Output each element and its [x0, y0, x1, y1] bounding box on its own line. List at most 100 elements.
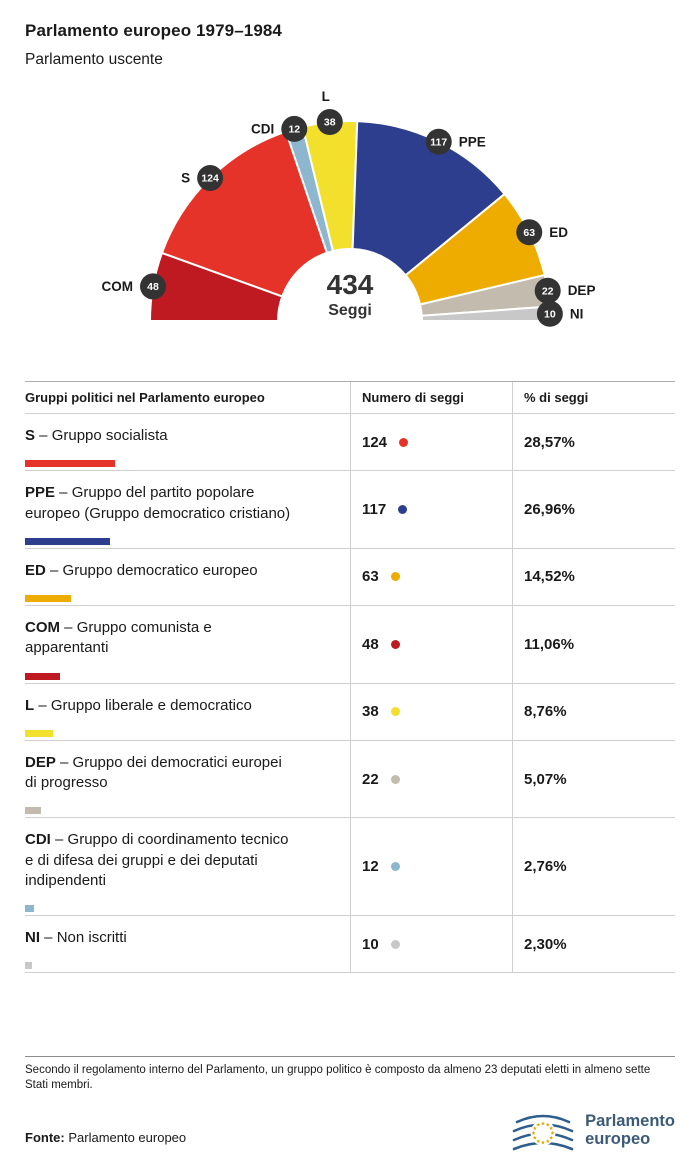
group-name-cell: PPE – Gruppo del partito popolare europe…	[25, 471, 350, 548]
group-color-bar	[25, 729, 53, 737]
seat-badge-value-L: 38	[324, 117, 336, 129]
group-seat-count: 63	[362, 568, 379, 586]
group-abbr: S	[25, 427, 36, 444]
group-separator: –	[50, 831, 68, 849]
page-title: Parlamento europeo 1979–1984	[25, 21, 282, 40]
group-description: Gruppo comunista e apparentanti	[25, 619, 212, 657]
eu-stars-icon	[531, 1121, 555, 1145]
segment-label-S: S	[181, 171, 190, 186]
ep-logo-icon	[512, 1115, 574, 1151]
group-percent-cell: 28,57%	[512, 414, 675, 471]
group-name-cell: NI – Non iscritti	[25, 916, 350, 972]
group-abbr: L	[25, 696, 35, 714]
group-percent-cell: 14,52%	[512, 548, 675, 605]
group-description: Gruppo democratico europeo	[62, 561, 258, 579]
seat-badge-value-ED: 63	[523, 227, 535, 239]
table-row: PPE – Gruppo del partito popolare europe…	[25, 471, 675, 549]
group-name-cell: CDI – Gruppo di coordinamento tecnico e …	[25, 818, 350, 915]
group-label: PPE – Gruppo del partito popolare europe…	[25, 483, 293, 524]
table-header-percent: % di seggi	[512, 382, 675, 413]
group-description: Gruppo di coordinamento tecnico e di dif…	[25, 831, 289, 889]
group-color-bar	[25, 595, 71, 602]
european-parliament-logo: Parlamento europeo	[511, 1107, 675, 1153]
group-seats-cell: 124	[350, 414, 512, 471]
group-seats-cell: 12	[350, 818, 512, 915]
group-description: Gruppo dei democratici europei di progre…	[25, 753, 282, 791]
group-percent-cell: 2,76%	[512, 818, 675, 915]
segment-label-COM: COM	[102, 279, 134, 294]
group-label: L – Gruppo liberale e democratico	[25, 696, 293, 716]
total-seats-value: 434	[327, 269, 374, 300]
hemicycle-svg: 48 COM 124 S 12 CDI 38 L 117 PPE 63 ED 22 DEP 10 NI 434 S…	[102, 89, 595, 327]
seat-badge-value-DEP: 22	[542, 285, 554, 297]
group-label: S – Gruppo socialista	[25, 426, 293, 446]
group-seat-count: 124	[362, 433, 388, 451]
table-header-seats: Numero di seggi	[350, 382, 512, 413]
group-separator: –	[60, 619, 77, 636]
group-percent: 14,52%	[524, 568, 575, 586]
group-separator: –	[55, 753, 73, 771]
group-percent-cell: 5,07%	[512, 740, 675, 818]
group-percent: 2,76%	[524, 858, 567, 876]
group-seat-count: 22	[362, 770, 379, 788]
footnote: Secondo il regolamento interno del Parla…	[25, 1056, 675, 1093]
group-seat-count: 48	[362, 635, 379, 653]
table-row: ED – Gruppo democratico europeo 63 14,52…	[25, 548, 675, 606]
seat-badge-COM	[140, 273, 167, 300]
group-separator: –	[55, 484, 72, 502]
group-percent-cell: 11,06%	[512, 606, 675, 683]
group-abbr: NI	[25, 929, 40, 946]
seat-badge-NI	[536, 300, 563, 327]
ep-logo-wordmark: Parlamento europeo	[585, 1112, 675, 1149]
table-row: L – Gruppo liberale e democratico 38 8,7…	[25, 683, 675, 741]
seat-badge-value-S: 124	[201, 173, 219, 185]
group-percent: 5,07%	[524, 770, 567, 788]
group-name-cell: L – Gruppo liberale e democratico	[25, 684, 350, 740]
group-percent: 2,30%	[524, 935, 567, 953]
group-separator: –	[34, 696, 51, 714]
group-color-bar	[25, 962, 32, 970]
segment-label-ED: ED	[549, 225, 568, 240]
seat-badge-CDI	[281, 115, 308, 142]
group-seat-count: 12	[362, 858, 379, 876]
group-separator: –	[45, 561, 63, 579]
segment-PPE	[351, 120, 506, 277]
group-name-cell: COM – Gruppo comunista e apparentanti	[25, 606, 350, 683]
groups-table: Gruppi politici nel Parlamento europeo N…	[25, 381, 675, 974]
group-percent-cell: 2,30%	[512, 916, 675, 973]
logo-line1: Parlamento	[585, 1111, 675, 1130]
table-header-groups: Gruppi politici nel Parlamento europeo	[25, 390, 265, 405]
group-label: DEP – Gruppo dei democratici europei di …	[25, 753, 293, 794]
segment-label-L: L	[322, 89, 330, 104]
segment-S	[160, 130, 329, 298]
group-color-dot	[390, 707, 400, 717]
seat-badge-value-CDI: 12	[288, 124, 300, 136]
seat-badge-S	[197, 165, 224, 192]
seat-badge-ED	[516, 219, 543, 246]
group-seats-cell: 117	[350, 471, 512, 548]
group-abbr: COM	[25, 619, 60, 636]
group-seats-cell: 63	[350, 548, 512, 605]
group-seats-cell: 48	[350, 606, 512, 683]
group-abbr: ED	[25, 561, 46, 579]
group-color-dot	[390, 939, 400, 949]
group-label: CDI – Gruppo di coordinamento tecnico e …	[25, 830, 293, 891]
table-row: NI – Non iscritti 10 2,30%	[25, 916, 675, 974]
group-color-bar	[25, 905, 34, 912]
group-abbr: CDI	[25, 831, 51, 849]
seat-badge-PPE	[425, 128, 452, 155]
group-abbr: DEP	[25, 753, 56, 771]
hemicycle-chart: 48 COM 124 S 12 CDI 38 L 117 PPE 63 ED 22 DEP 10 NI 434 S…	[0, 87, 700, 329]
group-color-bar	[25, 672, 60, 680]
group-percent-cell: 26,96%	[512, 471, 675, 548]
group-description: Gruppo socialista	[51, 427, 168, 444]
seat-badge-DEP	[534, 277, 561, 304]
group-color-dot	[398, 505, 408, 514]
group-percent: 28,57%	[524, 433, 575, 451]
group-seat-count: 38	[362, 703, 379, 721]
group-label: COM – Gruppo comunista e apparentanti	[25, 618, 293, 659]
group-seat-count: 10	[362, 935, 379, 953]
group-label: ED – Gruppo democratico europeo	[25, 561, 293, 581]
group-color-dot	[390, 862, 400, 872]
